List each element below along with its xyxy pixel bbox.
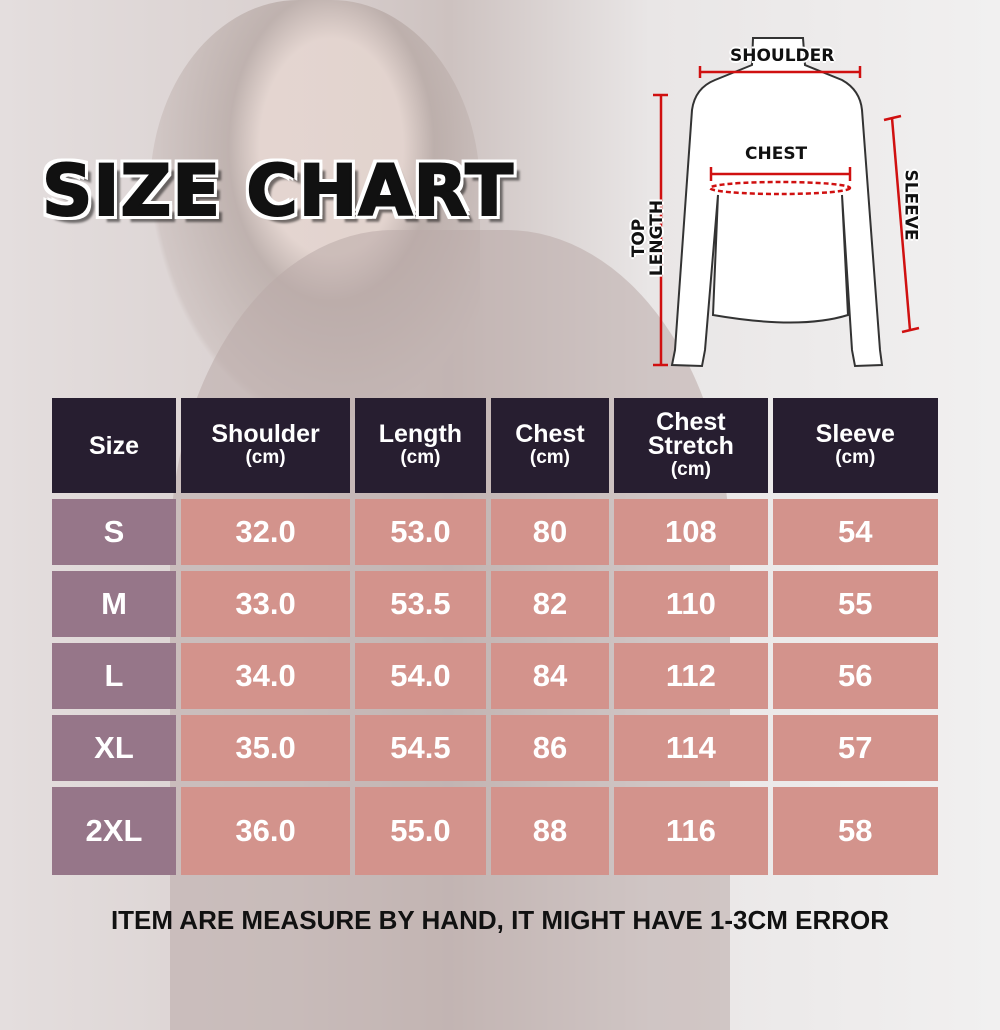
value-cell: 86 — [490, 715, 610, 781]
table-row: XL 35.0 54.5 86 114 57 — [52, 715, 938, 781]
value-cell: 36.0 — [180, 787, 351, 875]
column-header: Size — [52, 398, 176, 493]
table-row: L 34.0 54.0 84 112 56 — [52, 643, 938, 709]
column-header-unit: (cm) — [670, 458, 711, 480]
value-cell: 35.0 — [180, 715, 351, 781]
value-cell: 57 — [772, 715, 938, 781]
size-cell: L — [52, 643, 176, 709]
value-cell: 84 — [490, 643, 610, 709]
value-cell: 33.0 — [180, 571, 351, 637]
column-header: Length (cm) — [355, 398, 486, 493]
chest-label: CHEST — [745, 144, 808, 164]
value-cell: 58 — [772, 787, 938, 875]
column-header-unit: (cm) — [400, 446, 441, 468]
value-cell: 55 — [772, 571, 938, 637]
value-cell: 53.0 — [355, 499, 486, 565]
value-cell: 88 — [490, 787, 610, 875]
value-cell: 112 — [614, 643, 768, 709]
sleeve-label: SLEEVE — [900, 169, 921, 241]
value-cell: 108 — [614, 499, 768, 565]
column-header: Chest Stretch (cm) — [614, 398, 768, 493]
column-header-label: Length — [378, 419, 463, 448]
size-cell: XL — [52, 715, 176, 781]
column-header-label: Size — [88, 431, 139, 460]
value-cell: 114 — [614, 715, 768, 781]
size-table: Size Shoulder (cm) Length (cm) Chest (cm) Chest… — [47, 392, 943, 881]
column-header-unit: (cm) — [245, 446, 286, 468]
column-header-unit: (cm) — [529, 446, 570, 468]
column-header-label: Shoulder — [211, 419, 320, 448]
value-cell: 55.0 — [355, 787, 486, 875]
value-cell: 80 — [490, 499, 610, 565]
value-cell: 32.0 — [180, 499, 351, 565]
column-header-label: Sleeve — [815, 419, 895, 448]
garment-diagram: SHOULDER CHEST TOP LENGTH SLEEVE — [620, 30, 960, 380]
column-header: Chest (cm) — [490, 398, 610, 493]
table-row: 2XL 36.0 55.0 88 116 58 — [52, 787, 938, 875]
value-cell: 56 — [772, 643, 938, 709]
value-cell: 110 — [614, 571, 768, 637]
value-cell: 34.0 — [180, 643, 351, 709]
top-length-label: TOP LENGTH — [629, 199, 667, 277]
measurement-note: ITEM ARE MEASURE BY HAND, IT MIGHT HAVE … — [110, 905, 890, 935]
value-cell: 116 — [614, 787, 768, 875]
size-cell: S — [52, 499, 176, 565]
value-cell: 54.0 — [355, 643, 486, 709]
value-cell: 54 — [772, 499, 938, 565]
value-cell: 82 — [490, 571, 610, 637]
table-row: S 32.0 53.0 80 108 54 — [52, 499, 938, 565]
column-header-label: Chest Stretch — [647, 407, 734, 460]
size-cell: M — [52, 571, 176, 637]
page-title: SIZE CHART — [41, 149, 515, 233]
shoulder-label: SHOULDER — [730, 46, 835, 66]
table-row: M 33.0 53.5 82 110 55 — [52, 571, 938, 637]
value-cell: 54.5 — [355, 715, 486, 781]
size-cell: 2XL — [52, 787, 176, 875]
sweater-outline-icon — [653, 37, 920, 368]
column-header-unit: (cm) — [835, 446, 876, 468]
value-cell: 53.5 — [355, 571, 486, 637]
column-header-label: Chest — [515, 419, 585, 448]
column-header: Sleeve (cm) — [772, 398, 938, 493]
column-header: Shoulder (cm) — [180, 398, 351, 493]
